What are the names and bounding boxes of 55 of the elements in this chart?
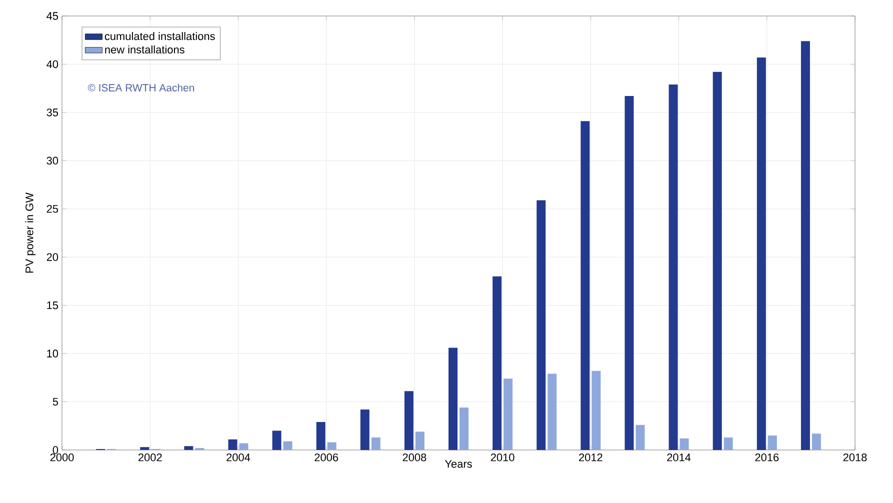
y-tick-label: 45 <box>46 12 58 20</box>
y-tick-label: 20 <box>46 253 58 261</box>
bar <box>140 447 150 450</box>
bar <box>184 446 194 450</box>
bar <box>448 348 458 450</box>
legend-label: cumulated installations <box>104 32 215 40</box>
y-tick-label: 25 <box>46 205 58 213</box>
y-tick-label: 15 <box>47 302 58 310</box>
x-tick-label: 2002 <box>138 454 162 462</box>
bar <box>548 374 557 450</box>
y-tick-label: 10 <box>47 350 58 358</box>
y-tick-label: 35 <box>46 108 58 116</box>
bar <box>360 409 370 450</box>
y-tick-label: 30 <box>46 156 58 165</box>
x-tick-label: 2006 <box>314 454 338 462</box>
y-tick-label: 40 <box>46 60 58 68</box>
x-tick-label: 2014 <box>667 454 691 462</box>
bar <box>371 437 380 450</box>
bar <box>636 424 645 450</box>
annotation: © ISEA RWTH Aachen <box>88 84 194 92</box>
bar <box>712 72 722 450</box>
bar <box>812 434 821 450</box>
x-axis-title: Years <box>444 460 472 468</box>
x-tick-label: 2004 <box>226 454 250 462</box>
bar <box>316 422 326 450</box>
legend-label: new installations <box>105 45 184 54</box>
bar <box>504 378 513 450</box>
x-tick-label: 2008 <box>402 454 426 462</box>
bar <box>283 441 292 450</box>
bar <box>228 439 238 450</box>
bar <box>768 436 777 450</box>
x-tick-label: 2010 <box>490 454 514 462</box>
x-tick-label: 2000 <box>50 454 74 462</box>
bar <box>592 370 601 450</box>
bar <box>668 84 678 450</box>
bar <box>800 41 810 450</box>
x-tick-label: 2012 <box>579 454 602 462</box>
bar <box>756 57 766 450</box>
y-tick-label: 5 <box>52 398 58 406</box>
bar <box>404 391 414 450</box>
bar <box>724 437 733 450</box>
y-tick-label: 0 <box>52 446 58 454</box>
bar <box>460 408 469 450</box>
bar <box>415 432 424 450</box>
bar <box>580 121 590 450</box>
x-tick-label: 2018 <box>843 454 867 462</box>
bar <box>536 200 546 450</box>
x-tick-label: 2016 <box>755 454 779 462</box>
bar <box>327 442 336 450</box>
bar <box>492 276 502 450</box>
bar <box>680 438 689 450</box>
bar <box>272 430 282 450</box>
bar <box>624 96 634 450</box>
y-axis-title: PV power in GW <box>25 192 36 273</box>
bar <box>239 443 248 450</box>
